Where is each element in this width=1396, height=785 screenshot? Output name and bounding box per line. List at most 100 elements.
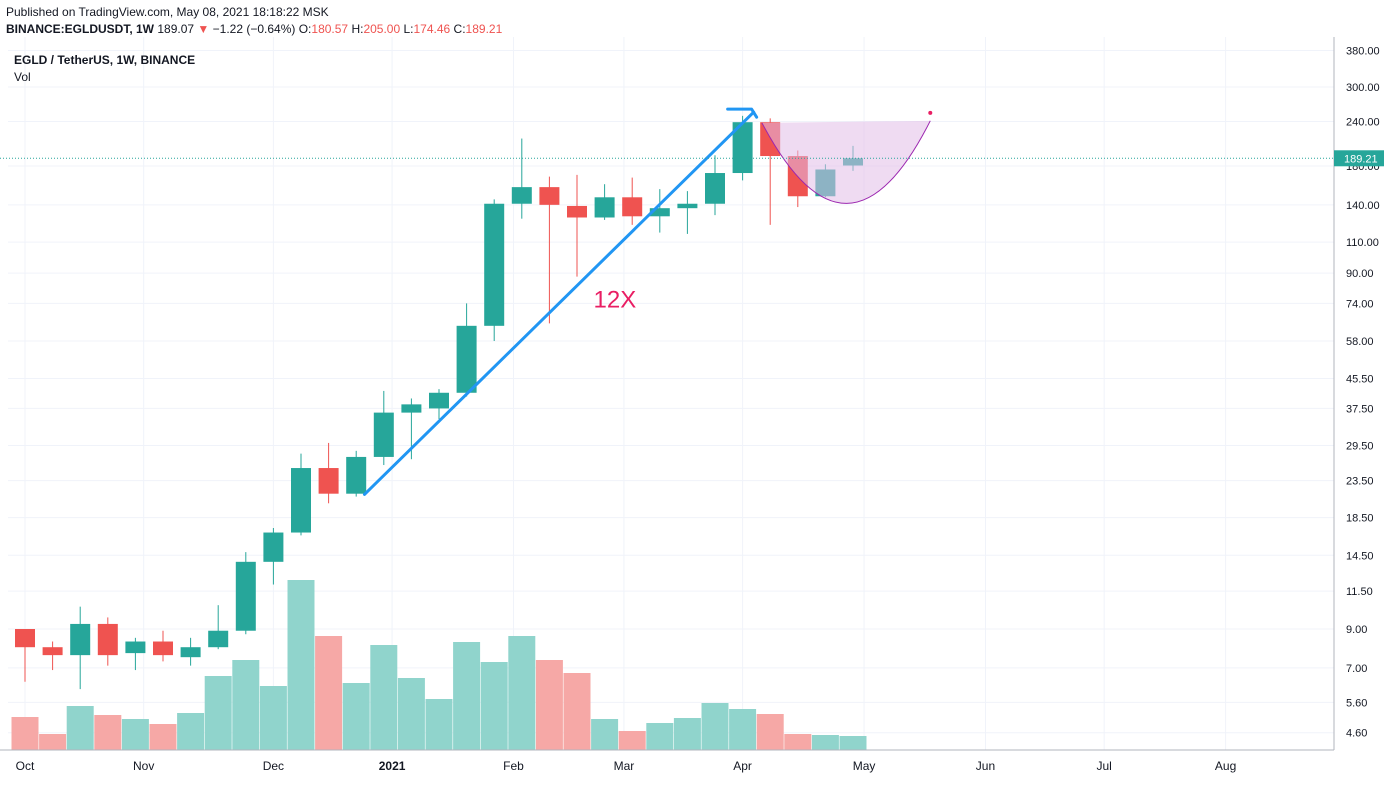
candle — [456, 303, 477, 397]
volume-bar — [729, 709, 757, 750]
volume-bar — [370, 645, 398, 750]
volume-bar — [591, 719, 619, 750]
time-tick-label: May — [853, 759, 876, 773]
volume-bar — [39, 734, 67, 750]
candle-body — [291, 468, 311, 533]
volume-bar — [811, 735, 839, 750]
growth-annotation: 12X — [594, 287, 637, 314]
price-tick-label: 90.00 — [1346, 268, 1374, 280]
growth-arrow-head — [726, 107, 759, 119]
high-value: 205.00 — [363, 22, 401, 36]
candle-body — [732, 122, 753, 174]
cup-fill — [761, 120, 931, 204]
time-tick-label: Feb — [503, 759, 524, 773]
candle-body — [346, 456, 367, 494]
volume-bar — [839, 736, 867, 750]
time-tick-label: Nov — [133, 759, 154, 773]
grid — [8, 37, 1334, 750]
candle — [732, 115, 753, 181]
time-tick-label: 2021 — [379, 759, 406, 773]
price-tick-label: 140.00 — [1346, 200, 1380, 212]
price-tick-label: 37.50 — [1346, 403, 1374, 415]
close-value: 189.21 — [465, 22, 503, 36]
candle-body — [318, 468, 339, 494]
volume-bar — [66, 706, 94, 750]
price-tick-label: 29.50 — [1346, 441, 1374, 453]
volume-bar — [618, 731, 646, 750]
price-axis: 380.00300.00240.00180.00140.00110.0090.0… — [0, 37, 1384, 750]
candle — [97, 617, 118, 666]
candle — [346, 450, 367, 497]
volume-bar — [232, 660, 260, 750]
candle-body — [70, 623, 91, 656]
volume-bar — [563, 673, 591, 750]
price-tick-label: 7.00 — [1346, 663, 1367, 675]
candle — [429, 389, 449, 420]
candle-body — [208, 630, 229, 648]
last-price-tag-label: 189.21 — [1344, 153, 1378, 165]
candle — [567, 174, 587, 277]
volume-bar — [508, 636, 536, 750]
candle-body — [456, 325, 477, 393]
candle — [153, 630, 173, 662]
candle-body — [42, 647, 63, 656]
candle-body — [484, 203, 505, 326]
candle — [318, 442, 339, 504]
volume-bar — [646, 723, 674, 750]
volume-bar — [397, 678, 425, 750]
time-tick-label: Jul — [1096, 759, 1111, 773]
candle-body — [429, 392, 449, 409]
change-value: −1.22 (−0.64%) — [212, 22, 296, 36]
price-tick-label: 300.00 — [1346, 82, 1380, 94]
price-tick-label: 9.00 — [1346, 624, 1367, 636]
candle-body — [15, 629, 35, 648]
price-tick-label: 23.50 — [1346, 476, 1374, 488]
volume-bar — [11, 717, 39, 750]
price-tick-label: 18.50 — [1346, 513, 1374, 525]
price-tick-label: 58.00 — [1346, 336, 1374, 348]
volume-bar — [177, 713, 205, 750]
candle-body — [594, 197, 615, 218]
time-tick-label: Jun — [976, 759, 995, 773]
price-tick-label: 14.50 — [1346, 550, 1374, 562]
close-label: C: — [453, 22, 466, 36]
candle — [484, 199, 505, 342]
candle — [42, 641, 63, 671]
candle-body — [125, 641, 146, 654]
change-down-arrow-icon: ▼ — [197, 22, 210, 36]
candle-body — [511, 187, 532, 204]
published-caption: Published on TradingView.com, May 08, 20… — [6, 5, 329, 19]
candle-body — [97, 623, 118, 656]
candle-body — [705, 173, 725, 204]
candle — [511, 138, 532, 219]
candle — [373, 390, 394, 466]
candle — [208, 605, 229, 650]
candle — [70, 606, 91, 690]
candle — [594, 184, 615, 220]
time-axis: Oct Nov Dec 2021 Feb Mar Apr May Jun Jul Aug — [0, 749, 1334, 773]
growth-arrow-line — [362, 110, 756, 496]
low-label: L: — [403, 22, 414, 36]
symbol-ohlc-line: BINANCE:EGLDUSDT, 1W 189.07 ▼ −1.22 (−0.… — [6, 22, 502, 36]
drawings: 12X — [362, 107, 933, 496]
candle — [677, 191, 698, 234]
candle — [649, 189, 670, 233]
price-tick-label: 74.00 — [1346, 298, 1374, 310]
volume-bar — [94, 715, 122, 750]
candle — [15, 629, 35, 682]
volume-bar — [480, 662, 508, 750]
candle-body — [677, 203, 698, 209]
volume-bar — [149, 724, 177, 750]
candle — [705, 155, 725, 216]
open-label: O: — [298, 22, 312, 36]
candle-body — [622, 197, 643, 217]
candle-body — [401, 404, 422, 413]
candle-body — [180, 647, 201, 658]
volume-bar — [204, 676, 232, 750]
candle — [539, 176, 560, 324]
candle-body — [235, 561, 256, 631]
candle — [235, 552, 256, 635]
price-tick-label: 4.60 — [1346, 728, 1367, 740]
last-price: 189.07 — [157, 22, 195, 36]
